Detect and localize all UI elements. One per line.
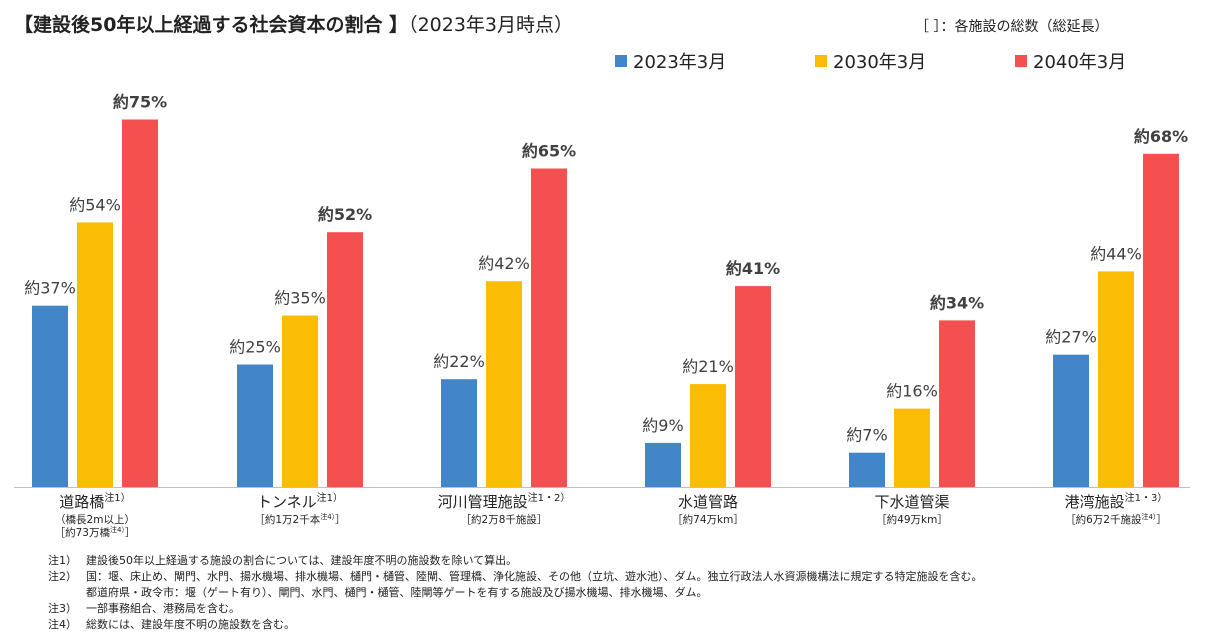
data-label-3-5: 約34%	[930, 293, 984, 312]
category-sub1-3: ［約2万8千施設］	[461, 513, 548, 526]
data-label-1-1: 約37%	[24, 279, 76, 298]
footnote-text: 一部事務組合、港務局を含む。	[86, 602, 240, 615]
footnote-3: 都道府県・政令市：堰（ゲート有り）、閘門、水門、樋門・樋管、陸閘等ゲートを有する…	[48, 585, 983, 601]
legend-label-2040: 2040年3月	[1033, 52, 1127, 73]
footnote-5: 注4） 総数には、建設年度不明の施設数を含む。	[48, 617, 983, 633]
bar-3-3	[531, 168, 567, 487]
data-label-1-3: 約22%	[433, 352, 485, 371]
legend-swatch-2023	[615, 55, 627, 67]
bar-2-5	[894, 408, 930, 487]
bar-1-2	[237, 364, 273, 487]
data-label-3-4: 約41%	[726, 259, 780, 278]
legend-label-2023: 2023年3月	[633, 52, 727, 73]
category-sub1-5: ［約49万km］	[876, 513, 948, 526]
category-label-4: 水道管路	[678, 493, 738, 511]
bar-3-5	[939, 320, 975, 487]
data-label-3-1: 約75%	[113, 93, 167, 112]
legend-item-2023: 2023年3月	[615, 48, 726, 74]
chart-title: 【建設後50年以上経過する社会資本の割合 】（2023年3月時点）	[14, 10, 573, 37]
footnote-text: 国：堰、床止め、閘門、水門、揚水機場、排水機場、樋門・樋管、陸閘、管理橋、浄化施…	[86, 570, 983, 583]
bar-2-6	[1098, 271, 1134, 487]
category-sub1-4: ［約74万km］	[672, 513, 744, 526]
category-sub1-2: ［約1万2千本注4）］	[254, 512, 345, 526]
data-label-3-2: 約52%	[318, 205, 372, 224]
footnote-label: 注4）	[48, 618, 77, 631]
category-note-1: 注1）	[104, 491, 130, 504]
bar-3-4	[735, 286, 771, 487]
footnote-1: 注1） 建設後50年以上経過する施設の割合については、建設年度不明の施設数を除いて…	[48, 553, 983, 569]
category-sub1-1: （橋長2m以上）	[55, 513, 135, 526]
legend-item-2040: 2040年3月	[1015, 48, 1126, 74]
category-label-5: 下水道管渠	[874, 493, 949, 511]
bar-chart: 約37% 約25% 約22% 約9% 約7% 約27% 約54% 約35% 約42% 約21% 約1…	[14, 93, 1190, 539]
category-note-6: 注1・3）	[1125, 491, 1168, 504]
data-label-1-6: 約27%	[1045, 328, 1097, 347]
data-label-3-6: 約68%	[1134, 127, 1188, 146]
legend-swatch-2030	[815, 55, 827, 67]
category-note-2: 注1）	[317, 491, 343, 504]
category-label-1: 道路橋注1）	[59, 491, 130, 511]
data-label-3-3: 約65%	[522, 142, 576, 161]
bar-1-6	[1053, 354, 1089, 487]
bar-1-5	[849, 452, 885, 487]
legend-item-2030: 2030年3月	[815, 48, 926, 74]
bar-1-1	[32, 305, 68, 487]
data-label-2-1: 約54%	[69, 195, 121, 214]
footnote-text: 建設後50年以上経過する施設の割合については、建設年度不明の施設数を除いて算出。	[86, 554, 518, 567]
footnote-text: 都道府県・政令市：堰（ゲート有り）、閘門、水門、樋門・樋管、陸閘等ゲートを有する…	[86, 586, 708, 599]
category-sub1-6: ［約6万2千施設注4）］	[1065, 512, 1167, 526]
bar-3-1	[122, 119, 158, 487]
footnote-label: 注1）	[48, 554, 77, 567]
footnote-label: 注2）	[48, 570, 77, 583]
bar-1-4	[645, 442, 681, 487]
bar-1-3	[441, 379, 477, 487]
category-note-3: 注1・2）	[528, 491, 571, 504]
data-label-2-3: 約42%	[478, 254, 530, 273]
data-label-1-4: 約9%	[642, 416, 683, 435]
data-label-2-6: 約44%	[1090, 244, 1142, 263]
data-label-2-2: 約35%	[274, 289, 326, 308]
data-label-1-5: 約7%	[846, 426, 887, 445]
footnote-text: 総数には、建設年度不明の施設数を含む。	[86, 618, 295, 631]
legend-note: ［ ］：各施設の総数（総延長）	[915, 19, 1109, 35]
bar-2-2	[282, 315, 318, 487]
bar-3-2	[327, 232, 363, 487]
footnote-4: 注3） 一部事務組合、港務局を含む。	[48, 601, 983, 617]
category-sub2-1: ［約73万橋注4）］	[55, 525, 136, 539]
legend-label-2030: 2030年3月	[833, 52, 927, 73]
bar-2-3	[486, 281, 522, 487]
data-label-1-2: 約25%	[229, 338, 281, 357]
data-label-2-5: 約16%	[886, 382, 938, 401]
category-label-2: トンネル注1）	[257, 491, 343, 511]
category-label-3: 河川管理施設注1・2）	[438, 491, 571, 511]
footnote-label: 注3）	[48, 602, 77, 615]
data-label-2-4: 約21%	[682, 357, 734, 376]
footnote-2: 注2） 国：堰、床止め、閘門、水門、揚水機場、排水機場、樋門・樋管、陸閘、管理橋、…	[48, 569, 983, 585]
legend-swatch-2040	[1015, 55, 1027, 67]
category-label-6: 港湾施設注1・3）	[1065, 491, 1168, 511]
bar-3-6	[1143, 153, 1179, 488]
chart-title-sub: （2023年3月時点）	[408, 14, 574, 36]
chart-title-main: 【建設後50年以上経過する社会資本の割合 】	[14, 14, 409, 36]
footnotes: 注1） 建設後50年以上経過する施設の割合については、建設年度不明の施設数を除いて…	[48, 553, 983, 633]
bar-2-1	[77, 222, 113, 487]
bar-2-4	[690, 384, 726, 487]
